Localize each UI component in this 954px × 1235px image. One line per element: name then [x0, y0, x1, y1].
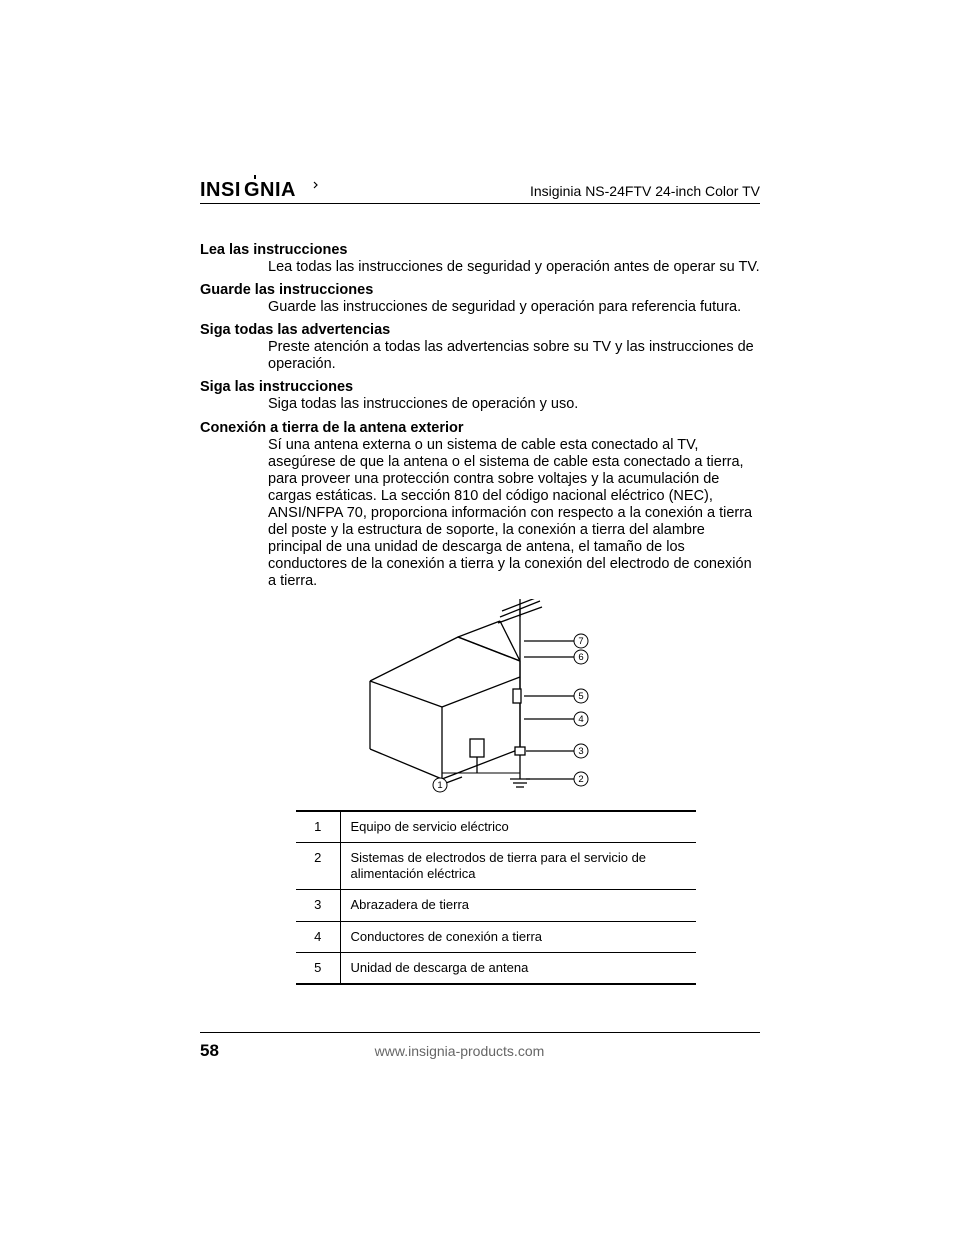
legend-num: 1: [296, 811, 340, 843]
page-footer: 58 www.insignia-products.com: [200, 1032, 760, 1061]
section-heading: Lea las instrucciones: [200, 242, 760, 258]
legend-label: Conductores de conexión a tierra: [340, 921, 696, 952]
page-number: 58: [200, 1041, 219, 1061]
page-header: INSI GNIA Insiginia NS-24FTV 24-inch Col…: [200, 175, 760, 204]
table-row: 5 Unidad de descarga de antena: [296, 952, 696, 984]
section-body: Guarde las instrucciones de seguridad y …: [268, 299, 760, 316]
table-row: 1 Equipo de servicio eléctrico: [296, 811, 696, 843]
legend-label: Unidad de descarga de antena: [340, 952, 696, 984]
legend-label: Sistemas de electrodos de tierra para el…: [340, 842, 696, 890]
legend-num: 3: [296, 890, 340, 921]
svg-text:GNIA: GNIA: [244, 179, 296, 201]
section-body: Lea todas las instrucciones de seguridad…: [268, 259, 760, 276]
section: Siga las instrucciones Siga todas las in…: [200, 379, 760, 413]
section: Guarde las instrucciones Guarde las inst…: [200, 282, 760, 316]
legend-label: Equipo de servicio eléctrico: [340, 811, 696, 843]
section-heading: Siga las instrucciones: [200, 379, 760, 395]
table-row: 3 Abrazadera de tierra: [296, 890, 696, 921]
section-heading: Siga todas las advertencias: [200, 322, 760, 338]
document-title: Insiginia NS-24FTV 24-inch Color TV: [530, 183, 760, 201]
diagram-callout: 1: [437, 780, 442, 791]
brand-logo: INSI GNIA: [200, 175, 318, 201]
legend-num: 4: [296, 921, 340, 952]
diagram-callout: 2: [578, 774, 583, 785]
legend-table: 1 Equipo de servicio eléctrico 2 Sistema…: [296, 810, 696, 986]
section-heading: Guarde las instrucciones: [200, 282, 760, 298]
grounding-diagram: 1 2 3 4 5 6 7: [200, 599, 760, 794]
diagram-callout: 3: [578, 746, 583, 757]
section-body: Preste atención a todas las advertencias…: [268, 339, 760, 373]
legend-num: 5: [296, 952, 340, 984]
diagram-callout: 6: [578, 652, 583, 663]
diagram-callout: 5: [578, 691, 583, 702]
legend-label: Abrazadera de tierra: [340, 890, 696, 921]
legend-num: 2: [296, 842, 340, 890]
section: Conexión a tierra de la antena exterior …: [200, 420, 760, 591]
footer-url: www.insignia-products.com: [375, 1043, 545, 1059]
table-row: 2 Sistemas de electrodos de tierra para …: [296, 842, 696, 890]
table-row: 4 Conductores de conexión a tierra: [296, 921, 696, 952]
section: Lea las instrucciones Lea todas las inst…: [200, 242, 760, 276]
diagram-callout: 4: [578, 714, 583, 725]
section-body: Sí una antena externa o un sistema de ca…: [268, 437, 760, 591]
diagram-callout: 7: [578, 636, 583, 647]
page-content: INSI GNIA Insiginia NS-24FTV 24-inch Col…: [200, 175, 760, 985]
section-body: Siga todas las instrucciones de operació…: [268, 396, 760, 413]
section: Siga todas las advertencias Preste atenc…: [200, 322, 760, 373]
svg-text:INSI: INSI: [200, 179, 241, 201]
section-heading: Conexión a tierra de la antena exterior: [200, 420, 760, 436]
